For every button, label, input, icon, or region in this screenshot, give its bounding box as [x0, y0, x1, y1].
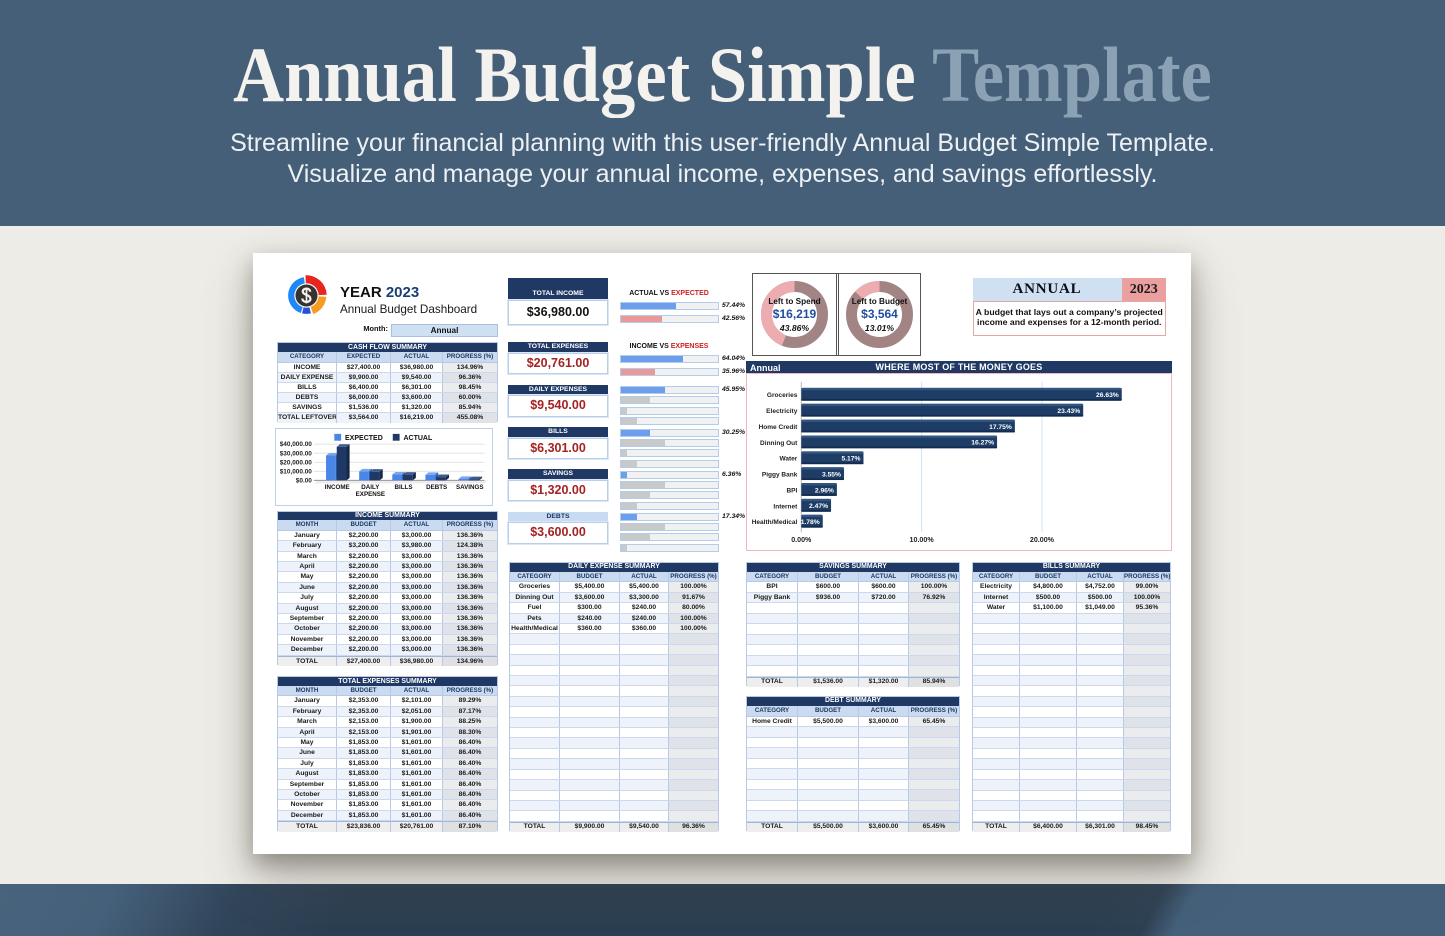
svg-text:EXPECTED: EXPECTED	[345, 435, 383, 442]
svg-text:13.01%: 13.01%	[865, 323, 895, 333]
svg-text:23.43%: 23.43%	[1057, 408, 1080, 415]
svg-text:Piggy Bank: Piggy Bank	[762, 472, 798, 479]
svg-text:SAVINGS: SAVINGS	[456, 484, 484, 491]
svg-text:26.63%: 26.63%	[1096, 392, 1119, 399]
svg-text:Left to Budget: Left to Budget	[852, 297, 908, 306]
svg-text:Groceries: Groceries	[767, 392, 798, 399]
svg-text:1.78%: 1.78%	[801, 519, 820, 526]
svg-text:$0.00: $0.00	[296, 477, 312, 484]
svg-text:43.86%: 43.86%	[779, 323, 810, 333]
svg-text:Dinning Out: Dinning Out	[760, 440, 798, 447]
svg-text:3.55%: 3.55%	[822, 471, 841, 478]
svg-text:DEBTS: DEBTS	[426, 484, 447, 491]
svg-text:ACTUAL: ACTUAL	[403, 435, 432, 442]
svg-text:$20,000.00: $20,000.00	[280, 459, 313, 466]
svg-text:16.27%: 16.27%	[971, 440, 994, 447]
svg-text:10.00%: 10.00%	[910, 536, 935, 544]
svg-text:0.00%: 0.00%	[791, 536, 812, 544]
svg-text:20.00%: 20.00%	[1030, 536, 1055, 544]
svg-text:EXPENSE: EXPENSE	[356, 491, 385, 498]
svg-text:Home Credit: Home Credit	[759, 424, 799, 431]
svg-text:17.75%: 17.75%	[989, 424, 1012, 431]
svg-text:BILLS: BILLS	[395, 484, 413, 491]
svg-text:Health/Medical: Health/Medical	[752, 519, 798, 526]
svg-text:$3,564: $3,564	[861, 307, 898, 321]
svg-text:INCOME: INCOME	[325, 484, 350, 491]
svg-text:DAILY: DAILY	[361, 484, 380, 491]
svg-text:2.96%: 2.96%	[815, 487, 834, 494]
svg-text:$40,000.00: $40,000.00	[280, 441, 313, 448]
svg-text:Left to Spend: Left to Spend	[768, 297, 820, 306]
svg-text:$10,000.00: $10,000.00	[280, 468, 313, 475]
svg-text:Water: Water	[779, 456, 797, 463]
svg-text:$30,000.00: $30,000.00	[280, 450, 313, 457]
svg-text:Internet: Internet	[773, 503, 798, 510]
svg-text:Electricity: Electricity	[766, 408, 798, 415]
svg-text:5.17%: 5.17%	[841, 456, 860, 463]
svg-text:$16,219: $16,219	[773, 307, 817, 321]
svg-text:BPI: BPI	[786, 487, 797, 494]
svg-text:2.47%: 2.47%	[809, 503, 828, 510]
